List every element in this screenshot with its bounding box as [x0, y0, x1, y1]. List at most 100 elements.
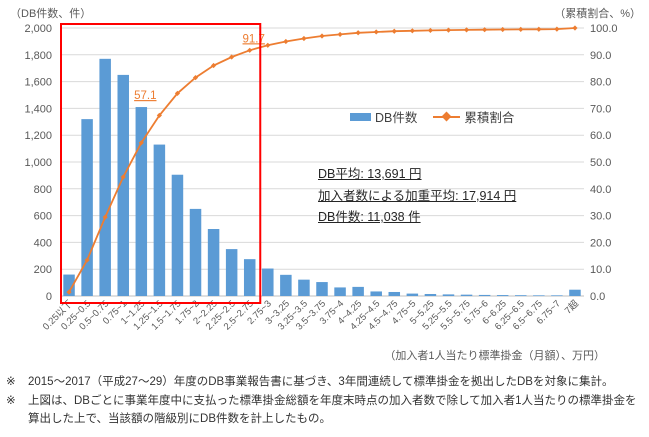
line-marker-icon — [84, 257, 90, 263]
right-axis-tick-label: 30.0 — [590, 211, 611, 223]
line-marker-icon — [445, 27, 452, 33]
bar — [298, 279, 310, 296]
right-axis-tick-label: 40.0 — [590, 184, 611, 196]
bar — [153, 144, 166, 296]
bar — [135, 107, 148, 296]
legend-item-cumulative: 累積割合 — [433, 107, 514, 126]
line-data-label: 57.1 — [134, 90, 156, 102]
right-axis-tick-label: 50.0 — [590, 157, 611, 169]
bar — [225, 249, 238, 296]
line-marker-icon — [391, 28, 397, 34]
bar — [334, 287, 346, 296]
bar — [569, 289, 581, 296]
annotation-box: DB平均: 13,691 円 加入者数による加重平均: 17,914 円 DB件… — [318, 164, 516, 229]
bar — [117, 74, 129, 297]
footnote-1-marker: ※ — [6, 376, 16, 388]
left-axis-tick-label: 1,800 — [24, 50, 52, 62]
left-axis-tick-label: 600 — [34, 211, 52, 223]
footnotes: ※ 2015～2017（平成27～29）年度のDB事業報告書に基づき、3年間連続… — [6, 373, 644, 429]
bar — [171, 174, 184, 296]
bar — [388, 291, 401, 296]
legend-label-cumulative: 累積割合 — [464, 111, 515, 125]
bar — [551, 295, 563, 296]
bar — [478, 294, 491, 296]
line-data-label: 91.7 — [243, 33, 265, 45]
bar-series-swatch — [350, 112, 371, 121]
line-marker-icon — [355, 30, 361, 36]
bar — [406, 293, 419, 296]
line-marker-icon — [210, 62, 217, 69]
line-marker-icon — [536, 26, 542, 32]
left-axis-title: （DB件数、件） — [10, 8, 92, 20]
left-axis-tick-label: 1,600 — [24, 77, 52, 89]
bar — [442, 294, 455, 296]
line-marker-icon — [319, 33, 325, 39]
left-axis-tick-label: 2,000 — [24, 23, 52, 35]
bar — [424, 293, 437, 296]
bar — [189, 208, 202, 296]
chart-canvas: 0 0.0 200 10.0 400 20.0 600 30.0 800 40.0 1,000 50.… — [24, 23, 618, 333]
right-axis-tick-label: 20.0 — [590, 237, 611, 249]
annotation-weighted-average: 加入者数による加重平均: 17,914 円 — [318, 188, 517, 203]
footnote-2: ※ 上図は、DBごとに事業年度中に支払った標準掛金総額を年度末時点の加入者数で除… — [6, 392, 644, 429]
bar — [515, 295, 527, 296]
line-marker-icon — [283, 38, 289, 45]
annotation-db-count: DB件数: 11,038 件 — [318, 210, 421, 224]
line-marker-icon — [500, 26, 506, 33]
bar — [280, 274, 292, 296]
left-axis-tick-label: 1,000 — [24, 157, 52, 169]
right-axis-tick-label: 60.0 — [590, 130, 611, 142]
right-axis-tick-label: 0.0 — [590, 291, 605, 303]
left-axis-tick-label: 200 — [34, 264, 52, 276]
line-marker-icon — [518, 26, 524, 32]
line-marker-icon — [409, 28, 415, 34]
bar — [316, 282, 328, 296]
line-marker-icon — [337, 31, 343, 38]
line-marker-icon — [247, 47, 253, 53]
line-marker-icon — [554, 26, 560, 32]
line-marker-icon — [265, 42, 271, 48]
line-marker-icon — [138, 140, 144, 146]
line-marker-icon — [192, 75, 199, 81]
bar — [370, 291, 382, 296]
right-axis-title: （累積割合、%） — [554, 8, 641, 20]
line-marker-icon — [482, 27, 488, 33]
legend-label-db-count: DB件数 — [375, 111, 418, 125]
line-marker-icon — [463, 27, 470, 33]
bar — [460, 294, 473, 296]
x-category-label: 7超 — [562, 297, 581, 316]
left-axis-tick-label: 1,400 — [24, 103, 52, 115]
right-axis-tick-label: 100.0 — [590, 23, 618, 35]
left-axis-tick-label: 400 — [34, 237, 52, 249]
right-axis-tick-label: 90.0 — [590, 50, 611, 62]
left-axis-tick-label: 800 — [34, 184, 52, 196]
bar — [533, 295, 545, 296]
line-marker-icon — [174, 90, 181, 96]
footnote-2-marker: ※ — [6, 394, 16, 407]
footnote-1: ※ 2015～2017（平成27～29）年度のDB事業報告書に基づき、3年間連続… — [6, 373, 644, 392]
x-axis-title: （加入者1人当たり標準掛金（月額）、万円） — [384, 350, 605, 362]
footnote-2-text: 上図は、DBごとに事業年度中に支払った標準掛金総額を年度末時点の加入者数で除して… — [28, 394, 637, 426]
line-series-swatch — [433, 111, 461, 122]
legend-item-db-count: DB件数 — [350, 107, 417, 126]
bar — [99, 58, 111, 296]
line-marker-icon — [572, 25, 578, 31]
bar — [496, 295, 509, 296]
bar — [243, 259, 256, 296]
line-marker-icon — [102, 214, 108, 220]
right-axis-tick-label: 70.0 — [590, 103, 611, 115]
annotation-db-average: DB平均: 13,691 円 — [318, 167, 422, 181]
line-marker-icon — [156, 112, 162, 118]
footnote-1-text: 2015～2017（平成27～29）年度のDB事業報告書に基づき、3年間連続して… — [28, 376, 614, 388]
line-marker-icon — [229, 54, 235, 60]
bar — [81, 119, 93, 297]
right-axis-tick-label: 80.0 — [590, 77, 611, 89]
line-marker-icon — [66, 289, 72, 295]
right-axis-tick-label: 10.0 — [590, 264, 611, 276]
bar — [207, 229, 220, 296]
line-marker-icon — [427, 27, 434, 34]
bar — [63, 274, 75, 296]
bar — [262, 268, 274, 296]
line-marker-icon — [301, 35, 307, 42]
